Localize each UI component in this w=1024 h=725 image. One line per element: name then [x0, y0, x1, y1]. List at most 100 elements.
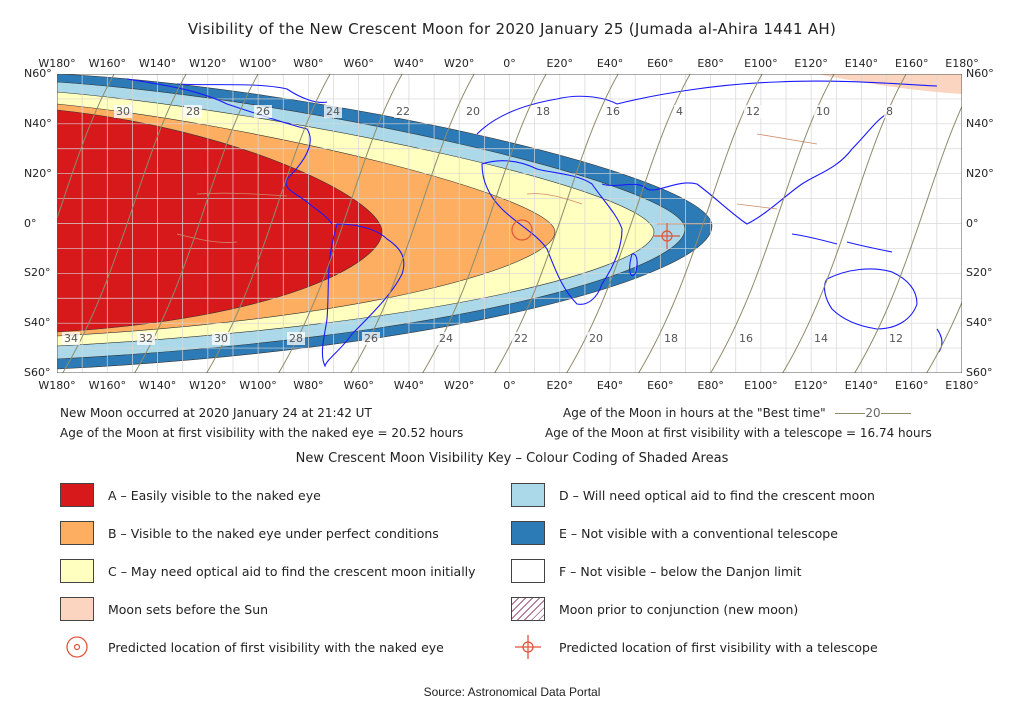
- contour-value-label: 30: [212, 332, 230, 345]
- moonset-region: [817, 74, 962, 94]
- country-borders: [176, 133, 818, 243]
- naked-eye-visibility-marker: [511, 219, 533, 241]
- contour-value-label: 12: [744, 105, 762, 118]
- longitude-label: W180°: [38, 57, 76, 70]
- contour-sample-value: 20: [865, 406, 881, 420]
- key-item-label: Moon sets before the Sun: [108, 601, 269, 617]
- key-item: C – May need optical aid to find the cre…: [60, 558, 476, 584]
- longitude-label: W160°: [88, 379, 126, 392]
- key-item-label: B – Visible to the naked eye under perfe…: [108, 525, 439, 541]
- longitude-label: E160°: [894, 379, 929, 392]
- contour-line: [925, 300, 962, 373]
- contour-value-label: 32: [137, 332, 155, 345]
- contour-value-label: 30: [114, 105, 132, 118]
- map-title: Visibility of the New Crescent Moon for …: [187, 20, 837, 38]
- longitude-label: W40°: [393, 57, 425, 70]
- contour-value-label: 26: [362, 332, 380, 345]
- longitude-label: E100°: [744, 379, 778, 392]
- longitude-label: W100°: [239, 57, 277, 70]
- graticule: [57, 74, 962, 373]
- telescope-visibility-marker: [654, 223, 680, 249]
- color-swatch-icon: [511, 521, 545, 545]
- hatched-swatch-icon: [511, 597, 545, 621]
- zone-a-region: [57, 109, 383, 333]
- contour-value-label: 24: [437, 332, 455, 345]
- target-circle-icon: [66, 636, 88, 658]
- contour-sample-icon: [880, 413, 911, 414]
- color-swatch-icon: [60, 559, 94, 583]
- longitude-label: E40°: [596, 379, 624, 392]
- source-note: Source: Astronomical Data Portal: [423, 685, 601, 699]
- longitude-label: W140°: [138, 379, 177, 392]
- key-title: New Crescent Moon Visibility Key – Colou…: [295, 451, 729, 466]
- longitude-label: W60°: [343, 57, 374, 70]
- longitude-label: E60°: [647, 57, 674, 70]
- latitude-label: S60°: [24, 366, 51, 379]
- longitude-label: E60°: [647, 379, 674, 392]
- latitude-label: N40°: [24, 116, 52, 130]
- key-item-label: F – Not visible – below the Danjon limit: [559, 563, 802, 579]
- longitude-label: W60°: [343, 379, 374, 392]
- latitude-label: N60°: [24, 67, 52, 80]
- contour-value-label: 18: [534, 105, 552, 118]
- key-item: Predicted location of first visibility w…: [60, 634, 444, 660]
- longitude-label: E120°: [794, 57, 828, 70]
- contour-line: [709, 74, 835, 373]
- longitude-label: E120°: [794, 379, 828, 392]
- key-item-label: Moon prior to conjunction (new moon): [559, 601, 799, 617]
- longitude-label: E180°: [945, 57, 979, 70]
- contour-value-label: 14: [812, 332, 830, 345]
- coastlines: [126, 78, 943, 368]
- contour-value-label: 34: [62, 332, 80, 345]
- contour-value-label: 24: [324, 105, 342, 118]
- latitude-label: S60°: [966, 366, 993, 379]
- longitude-label: W120°: [189, 57, 227, 70]
- longitude-label: W160°: [88, 57, 126, 70]
- longitude-label: W100°: [239, 379, 277, 392]
- longitude-label: E20°: [546, 57, 573, 70]
- best-time-legend-label: Age of the Moon in hours at the "Best ti…: [563, 406, 826, 420]
- longitude-label: E80°: [697, 379, 724, 392]
- color-swatch-icon: [511, 559, 545, 583]
- visibility-map: [57, 74, 962, 373]
- latitude-label: S40°: [966, 316, 993, 330]
- longitude-label: E80°: [697, 57, 724, 70]
- key-item: Predicted location of first visibility w…: [511, 634, 878, 660]
- longitude-label: E40°: [596, 57, 624, 70]
- longitude-label: W20°: [444, 379, 475, 392]
- contour-value-label: 20: [464, 105, 482, 118]
- longitude-label: W80°: [293, 379, 324, 392]
- longitude-label: 0°: [503, 57, 516, 70]
- longitude-label: E140°: [844, 57, 879, 70]
- contour-value-label: 28: [287, 332, 305, 345]
- color-swatch-icon: [511, 483, 545, 507]
- latitude-label: N40°: [966, 116, 994, 130]
- contour-value-label: 22: [394, 105, 412, 118]
- longitude-label: E100°: [744, 57, 778, 70]
- latitude-label: S20°: [24, 266, 51, 280]
- crosshair-icon: [515, 635, 541, 659]
- key-item: A – Easily visible to the naked eye: [60, 482, 321, 508]
- contour-value-label: 8: [884, 105, 895, 118]
- longitude-label: W40°: [393, 379, 425, 392]
- latitude-label: N20°: [24, 166, 52, 180]
- longitude-label: W80°: [293, 57, 324, 70]
- key-item-label: C – May need optical aid to find the cre…: [108, 563, 476, 579]
- contour-line: [637, 74, 763, 373]
- contour-value-label: 18: [662, 332, 680, 345]
- longitude-label: E180°: [945, 379, 979, 392]
- longitude-label: W120°: [189, 379, 227, 392]
- new-moon-time: New Moon occurred at 2020 January 24 at …: [60, 406, 372, 420]
- color-swatch-icon: [60, 521, 94, 545]
- longitude-label: E160°: [894, 57, 929, 70]
- key-item: Moon sets before the Sun: [60, 596, 268, 622]
- longitude-label: 0°: [503, 379, 516, 392]
- contour-value-label: 20: [587, 332, 605, 345]
- contour-value-label: 28: [184, 105, 202, 118]
- key-item: B – Visible to the naked eye under perfe…: [60, 520, 439, 546]
- key-item-label: D – Will need optical aid to find the cr…: [559, 487, 875, 503]
- contour-value-label: 26: [254, 105, 272, 118]
- telescope-age: Age of the Moon at first visibility with…: [545, 426, 932, 440]
- longitude-label: E20°: [546, 379, 573, 392]
- contour-line: [57, 74, 115, 220]
